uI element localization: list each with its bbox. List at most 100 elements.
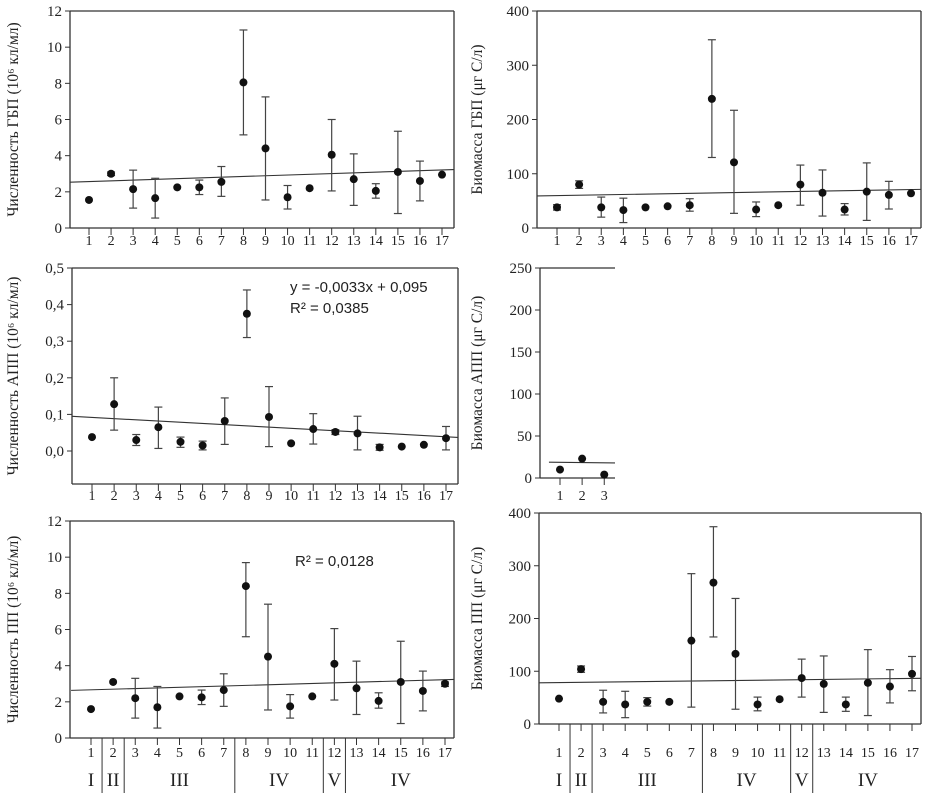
x-tick-label: 1 bbox=[557, 489, 564, 504]
x-tick-label: 11 bbox=[303, 234, 316, 249]
y-tick-label: 12 bbox=[47, 514, 62, 530]
x-tick-label: 17 bbox=[438, 746, 452, 761]
x-tick-label: 12 bbox=[327, 746, 341, 761]
data-point bbox=[863, 678, 872, 687]
x-tick-label: 16 bbox=[416, 746, 430, 761]
x-tick-label: 13 bbox=[816, 234, 830, 249]
x-tick-label: 6 bbox=[199, 489, 206, 504]
data-point bbox=[556, 465, 564, 474]
data-point bbox=[418, 686, 427, 695]
x-tick-label: 4 bbox=[620, 234, 627, 249]
x-tick-label: 14 bbox=[372, 746, 386, 761]
y-tick-label: 2 bbox=[55, 695, 63, 711]
data-point bbox=[796, 180, 805, 189]
x-tick-label: 5 bbox=[176, 746, 183, 761]
group-label: V bbox=[328, 770, 342, 791]
x-tick-label: 4 bbox=[154, 746, 161, 761]
data-point bbox=[687, 636, 696, 645]
x-tick-label: 4 bbox=[152, 234, 159, 249]
data-point bbox=[577, 665, 586, 674]
r-squared-label: R² = 0,0385 bbox=[290, 300, 369, 317]
x-tick-label: 6 bbox=[196, 234, 203, 249]
data-point bbox=[707, 94, 716, 103]
data-point bbox=[305, 184, 314, 193]
data-point bbox=[442, 434, 450, 443]
data-point bbox=[438, 170, 446, 179]
data-point bbox=[239, 78, 248, 87]
y-tick-label: 8 bbox=[55, 586, 63, 602]
data-point bbox=[685, 201, 694, 210]
x-tick-label: 1 bbox=[556, 746, 563, 761]
y-tick-label: 6 bbox=[55, 623, 63, 639]
data-point bbox=[578, 454, 587, 463]
y-tick-label: 300 bbox=[507, 58, 530, 74]
data-point bbox=[241, 582, 250, 591]
x-tick-label: 16 bbox=[413, 234, 427, 249]
x-tick-label: 1 bbox=[88, 746, 95, 761]
data-point bbox=[908, 669, 916, 678]
data-point bbox=[621, 700, 630, 709]
group-label: IV bbox=[858, 770, 878, 791]
x-tick-label: 16 bbox=[882, 234, 896, 249]
data-point bbox=[374, 696, 383, 705]
panel-4: 0 50 100 150 200 250 Биомасса АПП (μг С/л) 1 2 3 bbox=[469, 261, 616, 504]
data-point bbox=[862, 187, 871, 196]
x-tick-label: 12 bbox=[795, 746, 809, 761]
y-tick-label: 0,3 bbox=[45, 334, 64, 350]
x-tick-label: 5 bbox=[177, 489, 184, 504]
y-axis-label: Численность ПП (10⁶ кл/мл) bbox=[5, 536, 22, 724]
x-tick-label: 11 bbox=[773, 746, 786, 761]
x-tick-label: 12 bbox=[793, 234, 807, 249]
data-point bbox=[419, 440, 428, 449]
data-point bbox=[597, 203, 606, 212]
x-tick-label: 8 bbox=[708, 234, 715, 249]
y-tick-label: 250 bbox=[510, 261, 533, 277]
data-point bbox=[415, 176, 424, 185]
x-tick-label: 2 bbox=[576, 234, 583, 249]
data-point bbox=[643, 697, 652, 706]
y-tick-label: 0,4 bbox=[45, 298, 64, 314]
data-point bbox=[132, 436, 141, 445]
x-tick-label: 2 bbox=[578, 746, 585, 761]
y-tick-label: 100 bbox=[510, 387, 533, 403]
x-tick-label: 4 bbox=[155, 489, 162, 504]
data-point bbox=[841, 700, 850, 709]
x-tick-label: 15 bbox=[860, 234, 874, 249]
y-tick-label: 0,0 bbox=[45, 444, 64, 460]
x-tick-label: 3 bbox=[132, 746, 139, 761]
group-label: V bbox=[795, 770, 809, 791]
data-point bbox=[283, 193, 292, 202]
data-point bbox=[393, 167, 402, 176]
group-label: I bbox=[88, 770, 94, 791]
x-tick-label: 10 bbox=[283, 746, 297, 761]
data-point bbox=[441, 679, 449, 688]
data-point bbox=[599, 697, 608, 706]
x-tick-label: 11 bbox=[772, 234, 785, 249]
x-tick-label: 9 bbox=[731, 234, 738, 249]
x-tick-label: 9 bbox=[266, 489, 273, 504]
y-tick-label: 2 bbox=[55, 185, 63, 201]
x-tick-label: 16 bbox=[883, 746, 897, 761]
x-tick-label: 16 bbox=[417, 489, 431, 504]
data-point bbox=[154, 423, 163, 432]
data-point bbox=[371, 186, 380, 195]
y-tick-label: 0 bbox=[524, 717, 532, 733]
y-tick-label: 150 bbox=[510, 345, 533, 361]
data-point bbox=[840, 205, 849, 214]
x-tick-label: 13 bbox=[817, 746, 831, 761]
group-label: IV bbox=[737, 770, 757, 791]
trend-equation: y = -0,0033x + 0,095 bbox=[290, 279, 428, 296]
x-tick-label: 12 bbox=[328, 489, 342, 504]
x-tick-label: 10 bbox=[281, 234, 295, 249]
data-point bbox=[397, 442, 406, 451]
x-tick-label: 8 bbox=[243, 489, 250, 504]
x-tick-label: 1 bbox=[86, 234, 93, 249]
group-label: III bbox=[638, 770, 657, 791]
y-tick-label: 200 bbox=[507, 113, 530, 129]
data-point bbox=[663, 202, 672, 211]
x-tick-label: 7 bbox=[220, 746, 227, 761]
y-tick-label: 200 bbox=[509, 612, 532, 628]
data-point bbox=[265, 412, 273, 421]
